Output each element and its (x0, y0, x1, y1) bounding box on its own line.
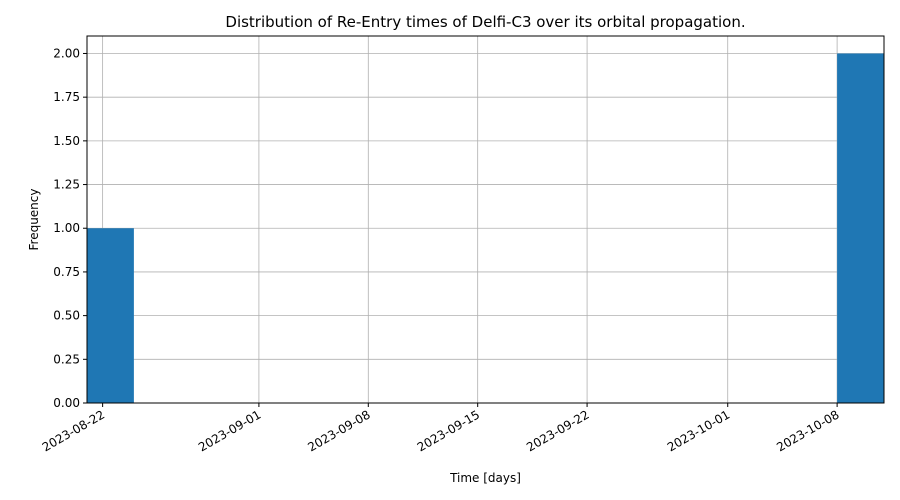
x-tick-label: 2023-09-01 (196, 407, 263, 454)
x-tick-label: 2023-09-22 (524, 407, 591, 454)
bars (87, 53, 884, 403)
x-tick-label: 2023-09-08 (305, 407, 372, 454)
y-tick-label: 1.25 (53, 178, 80, 192)
y-axis-ticks: 0.00 0.25 0.50 0.75 1.00 1.25 1.50 1.75 2.00 (53, 46, 87, 410)
y-tick-label: 1.50 (53, 134, 80, 148)
y-tick-label: 0.00 (53, 396, 80, 410)
y-tick-label: 0.50 (53, 309, 80, 323)
y-tick-label: 0.25 (53, 352, 80, 366)
histogram-bar (837, 53, 884, 403)
x-tick-label: 2023-10-01 (665, 407, 732, 454)
y-tick-label: 1.00 (53, 221, 80, 235)
y-axis-title: Frequency (27, 189, 41, 251)
x-axis-ticks: 2023-08-22 2023-09-01 2023-09-08 2023-09-15… (40, 403, 842, 454)
grid-lines (87, 36, 884, 404)
histogram-bar (87, 228, 134, 403)
y-tick-label: 2.00 (53, 46, 80, 60)
x-tick-label: 2023-08-22 (40, 407, 107, 454)
plot-frame (86, 35, 885, 404)
y-tick-label: 1.75 (53, 90, 80, 104)
x-tick-label: 2023-10-08 (774, 407, 841, 454)
x-tick-label: 2023-09-15 (415, 407, 482, 454)
y-tick-label: 0.75 (53, 265, 80, 279)
chart-title: Distribution of Re-Entry times of Delfi-… (225, 13, 745, 31)
x-axis-title: Time [days] (449, 471, 521, 485)
